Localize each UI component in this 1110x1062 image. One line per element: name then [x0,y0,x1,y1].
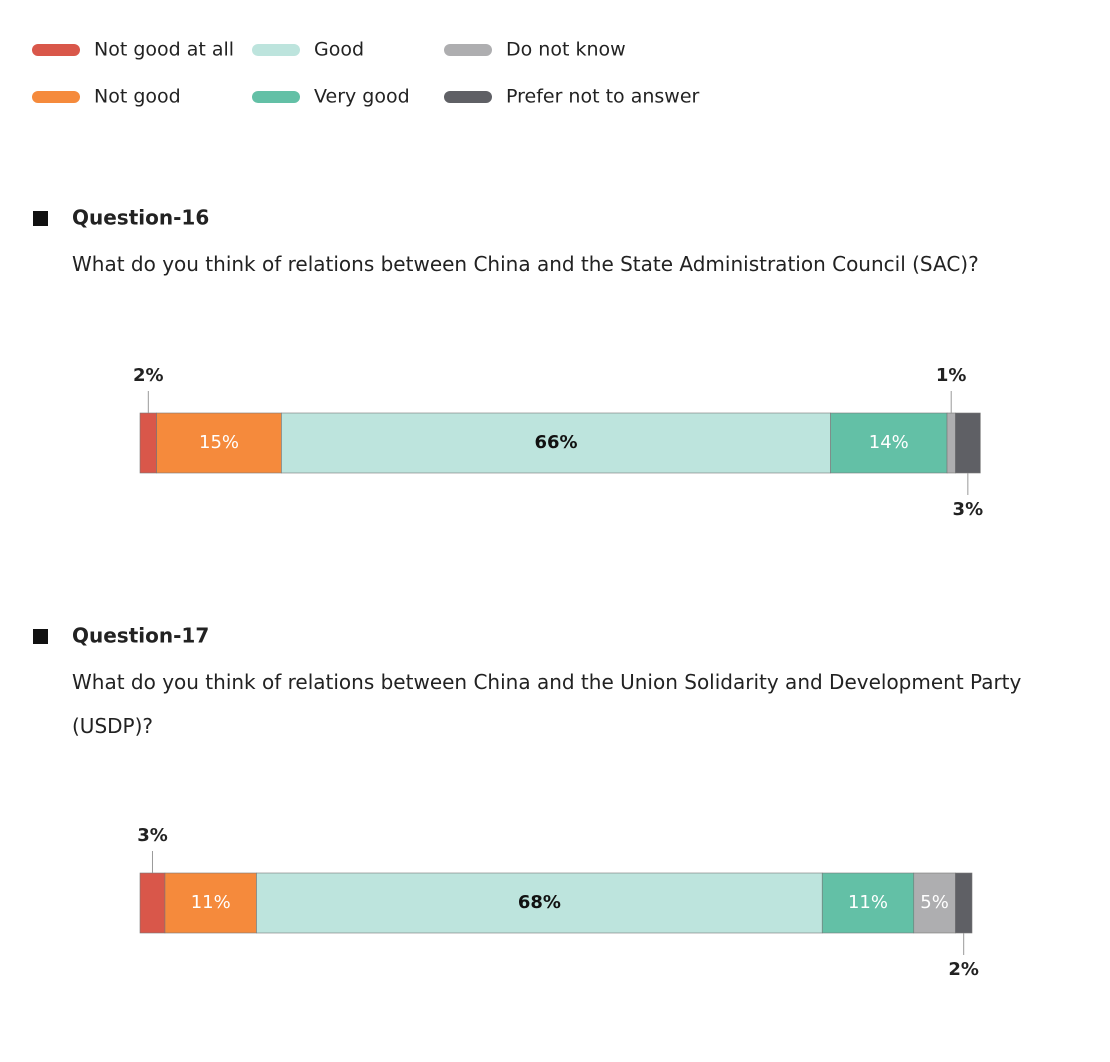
value-label: 14% [869,432,909,453]
question-title: Question-16 [72,206,209,230]
legend-label: Not good [94,86,181,108]
legend-swatch [32,44,80,56]
bar-segment [281,412,831,474]
bar-segment [256,872,823,934]
legend-swatch [252,91,300,103]
value-label: 3% [953,499,984,520]
bar-segment [955,412,981,474]
question-title: Question-17 [72,624,209,648]
bar-segment [139,412,157,474]
bar-segment [946,412,956,474]
value-label: 15% [199,432,239,453]
bar-segment [164,872,257,934]
value-label: 11% [848,892,888,913]
legend-swatch [444,91,492,103]
value-label: 68% [518,892,561,913]
value-label: 66% [534,432,577,453]
bullet [33,211,48,226]
value-label: 5% [920,892,949,913]
bullet [33,629,48,644]
bar-segment [821,872,915,934]
question-text: What do you think of relations between C… [72,252,979,276]
legend-label: Do not know [506,39,626,61]
question-box: What do you think of relations between C… [72,252,979,276]
question-text: What do you think of relations between C… [72,670,1022,738]
value-label: 2% [948,959,979,980]
legend-swatch [444,44,492,56]
legend-label: Good [314,39,364,61]
legend-label: Prefer not to answer [506,86,700,108]
bar-segment [830,412,948,474]
bar-segment [955,872,973,934]
value-label: 1% [936,365,967,386]
value-label: 3% [137,825,168,846]
value-label: 2% [133,365,164,386]
question-box: What do you think of relations between C… [72,670,1022,738]
legend-label: Very good [314,86,410,108]
legend-swatch [252,44,300,56]
legend-label: Not good at all [94,39,234,61]
value-label: 11% [191,892,231,913]
legend-swatch [32,91,80,103]
bar-segment [156,412,282,474]
bar-segment [139,872,166,934]
